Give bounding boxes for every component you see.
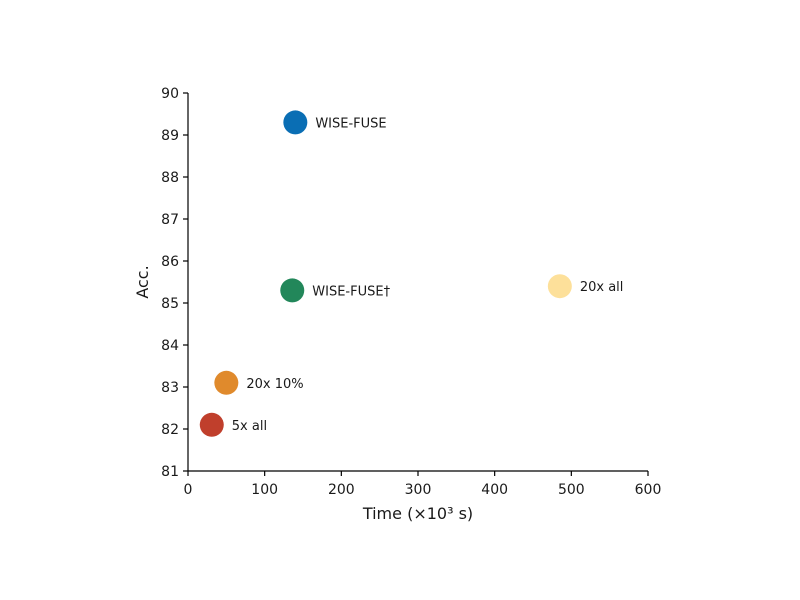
y-tick-label: 90 xyxy=(161,86,179,102)
y-tick-label: 81 xyxy=(161,464,179,480)
scatter-point xyxy=(280,278,305,303)
y-axis-label: Acc. xyxy=(133,265,152,298)
y-tick-label: 88 xyxy=(161,170,179,186)
point-label: 20x all xyxy=(580,280,624,295)
x-tick-label: 200 xyxy=(328,482,355,498)
x-tick-label: 600 xyxy=(635,482,662,498)
x-tick-label: 500 xyxy=(558,482,585,498)
y-tick-label: 85 xyxy=(161,296,179,312)
point-label: WISE-FUSE† xyxy=(312,284,390,299)
scatter-point xyxy=(283,110,308,135)
y-tick-label: 82 xyxy=(161,422,179,438)
scatter-point xyxy=(199,412,224,437)
y-tick-label: 87 xyxy=(161,212,179,228)
y-tick-label: 84 xyxy=(161,338,179,354)
scatter-point xyxy=(214,370,239,395)
point-label: WISE-FUSE xyxy=(315,116,386,131)
x-tick-label: 300 xyxy=(405,482,432,498)
point-label: 20x 10% xyxy=(246,377,303,392)
point-label: 5x all xyxy=(232,419,267,434)
x-axis-label: Time (×10³ s) xyxy=(362,504,473,523)
data-points: WISE-FUSE WISE-FUSE† 20x all 20x 10% 5x all xyxy=(199,110,624,437)
x-tick-label: 400 xyxy=(481,482,508,498)
x-tick-label: 100 xyxy=(251,482,278,498)
y-tick-label: 86 xyxy=(161,254,179,270)
y-tick-label: 89 xyxy=(161,128,179,144)
y-tick-label: 83 xyxy=(161,380,179,396)
scatter-point xyxy=(547,274,572,299)
x-axis-ticks: 0 100 200 300 400 500 600 xyxy=(184,471,662,498)
x-tick-label: 0 xyxy=(184,482,193,498)
y-axis-ticks: 81 82 83 84 85 86 87 88 89 90 xyxy=(161,86,188,480)
